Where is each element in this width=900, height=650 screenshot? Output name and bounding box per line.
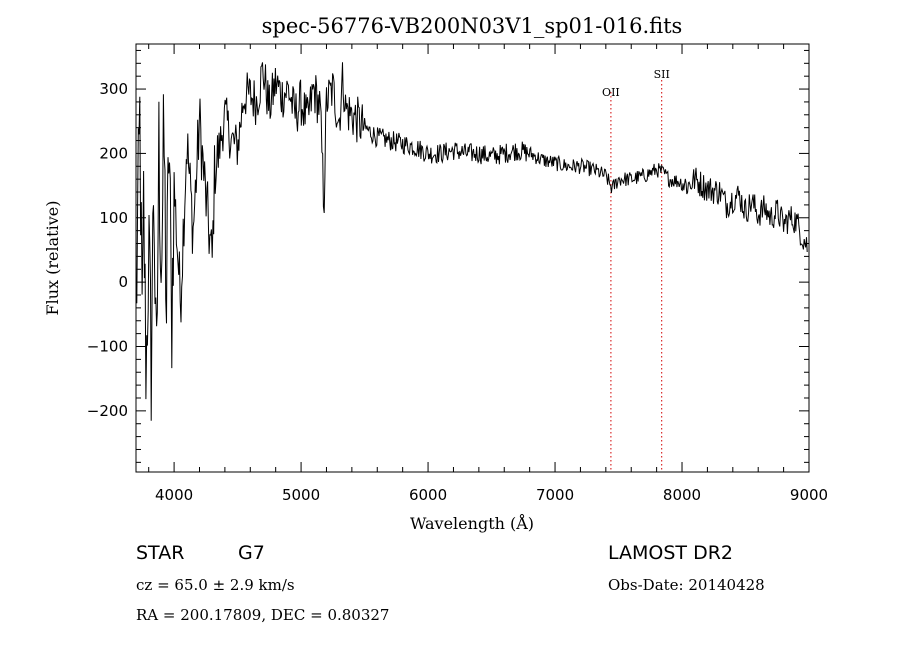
spectrum-series-line bbox=[135, 62, 808, 421]
y-tick-label: −200 bbox=[87, 402, 128, 420]
object-subclass: G7 bbox=[238, 542, 265, 564]
x-tick-label: 7000 bbox=[536, 486, 574, 504]
x-tick-label: 4000 bbox=[155, 486, 193, 504]
y-tick-label: −100 bbox=[87, 337, 128, 355]
y-tick-label: 300 bbox=[99, 80, 128, 98]
y-axis-label: Flux (relative) bbox=[43, 201, 62, 316]
y-tick-label: 100 bbox=[99, 209, 128, 227]
x-axis: 4000 5000 6000 7000 8000 9000 bbox=[148, 44, 828, 504]
object-class: STAR bbox=[136, 542, 184, 564]
plot-frame bbox=[135, 43, 810, 473]
y-axis: 300 200 100 0 −100 −200 bbox=[87, 49, 809, 463]
survey-name: LAMOST DR2 bbox=[608, 542, 733, 564]
x-tick-label: 9000 bbox=[790, 486, 828, 504]
x-tick-label: 6000 bbox=[409, 486, 447, 504]
coordinates-text: RA = 200.17809, DEC = 0.80327 bbox=[136, 606, 389, 624]
y-tick-label: 200 bbox=[99, 144, 128, 162]
x-tick-label: 5000 bbox=[282, 486, 320, 504]
x-tick-label: 8000 bbox=[663, 486, 701, 504]
marker-label: OII bbox=[602, 86, 620, 99]
chart-title: spec-56776-VB200N03V1_sp01-016.fits bbox=[262, 14, 683, 38]
obs-date-text: Obs-Date: 20140428 bbox=[608, 576, 765, 594]
footer-info: STAR G7 LAMOST DR2 cz = 65.0 ± 2.9 km/s … bbox=[136, 542, 765, 624]
redshift-text: cz = 65.0 ± 2.9 km/s bbox=[136, 576, 295, 594]
x-axis-label: Wavelength (Å) bbox=[410, 513, 534, 533]
y-tick-label: 0 bbox=[118, 273, 128, 291]
line-markers: OII SII bbox=[602, 68, 670, 472]
marker-label: SII bbox=[654, 68, 670, 81]
